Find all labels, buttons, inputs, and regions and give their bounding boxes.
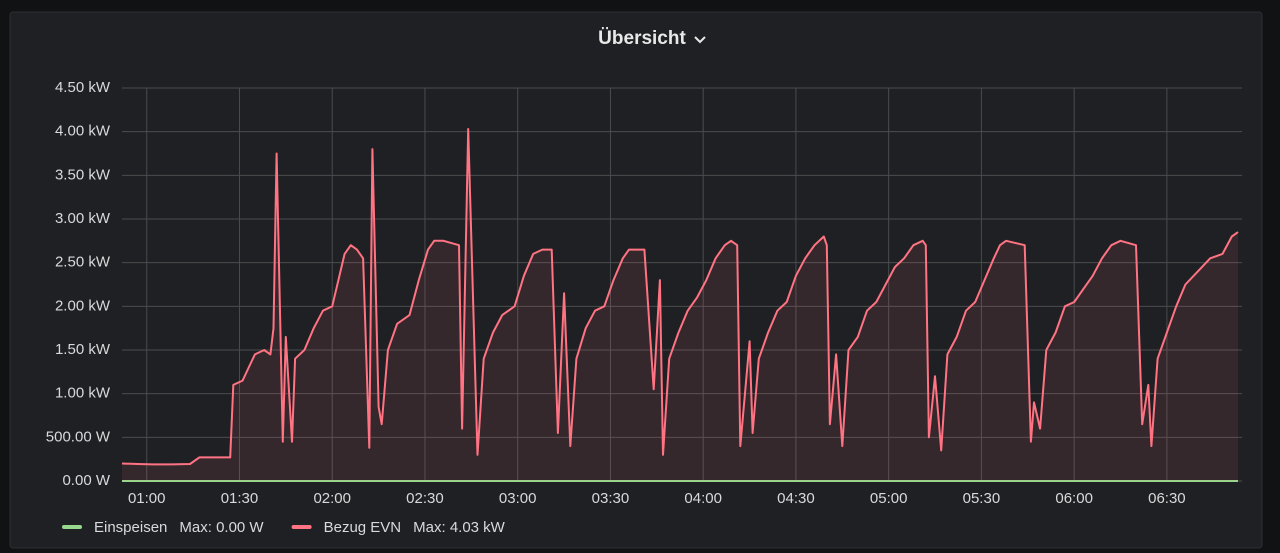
y-tick-label: 2.00 kW [55,297,111,314]
legend-value: Max: 0.00 W [179,519,264,536]
y-tick-label: 3.00 kW [55,210,111,227]
series-area [122,129,1238,481]
x-tick-label: 04:00 [684,490,722,507]
x-tick-label: 01:00 [128,490,166,507]
legend-name[interactable]: Einspeisen [94,519,167,536]
y-tick-label: 1.50 kW [55,341,111,358]
y-tick-label: 3.50 kW [55,166,111,183]
y-tick-label: 4.00 kW [55,123,111,140]
x-tick-label: 06:00 [1055,490,1093,507]
panel-title[interactable]: Übersicht [598,28,686,49]
x-tick-label: 01:30 [221,490,259,507]
y-tick-label: 0.00 W [62,472,110,489]
x-tick-label: 04:30 [777,490,815,507]
x-tick-label: 02:00 [313,490,351,507]
x-tick-label: 02:30 [406,490,444,507]
legend-value: Max: 4.03 kW [413,519,506,536]
legend-name[interactable]: Bezug EVN [324,519,402,536]
title-chevron[interactable] [694,36,706,44]
y-tick-label: 1.00 kW [55,385,111,402]
x-tick-label: 06:30 [1148,490,1186,507]
x-tick-label: 05:00 [870,490,908,507]
panel [9,11,1263,549]
y-tick-label: 2.50 kW [55,254,111,271]
y-tick-label: 500.00 W [46,428,111,445]
x-tick-label: 03:00 [499,490,537,507]
x-tick-label: 05:30 [963,490,1001,507]
legend-swatch[interactable] [291,525,312,529]
x-tick-label: 03:30 [592,490,630,507]
series-line [121,128,1239,466]
legend-swatch[interactable] [62,525,82,529]
y-tick-label: 4.50 kW [55,79,111,96]
